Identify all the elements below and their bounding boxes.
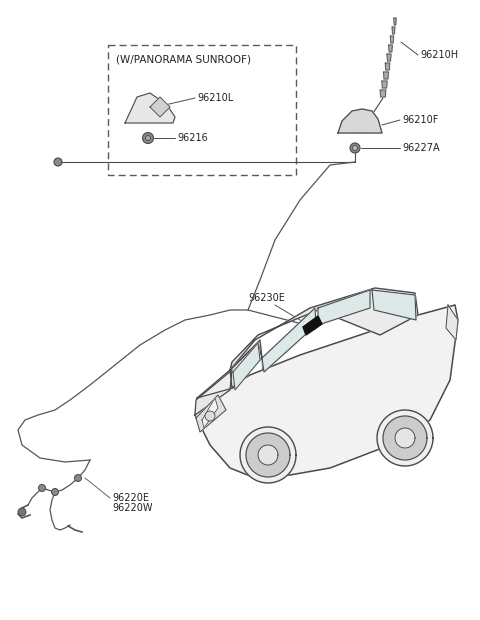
Polygon shape xyxy=(202,398,218,428)
Polygon shape xyxy=(318,290,370,325)
Polygon shape xyxy=(197,343,262,398)
Polygon shape xyxy=(196,395,226,432)
Polygon shape xyxy=(303,316,322,335)
Polygon shape xyxy=(230,288,418,370)
Text: 96220E: 96220E xyxy=(112,493,149,503)
Circle shape xyxy=(38,484,46,492)
Polygon shape xyxy=(389,45,392,52)
Polygon shape xyxy=(230,340,262,388)
Circle shape xyxy=(143,133,154,143)
Circle shape xyxy=(18,508,26,516)
Polygon shape xyxy=(240,427,296,483)
Text: (W/PANORAMA SUNROOF): (W/PANORAMA SUNROOF) xyxy=(116,54,251,64)
Polygon shape xyxy=(387,54,391,61)
Text: 96210F: 96210F xyxy=(402,115,438,125)
Polygon shape xyxy=(392,27,395,34)
Polygon shape xyxy=(372,290,416,320)
Polygon shape xyxy=(377,410,433,466)
Circle shape xyxy=(145,136,151,141)
Polygon shape xyxy=(246,433,290,477)
Circle shape xyxy=(51,489,59,495)
Polygon shape xyxy=(446,305,458,340)
Polygon shape xyxy=(233,343,260,390)
Text: 96227A: 96227A xyxy=(402,143,440,153)
Text: 96230E: 96230E xyxy=(248,293,285,303)
Circle shape xyxy=(54,158,62,166)
Polygon shape xyxy=(395,428,415,448)
Polygon shape xyxy=(262,308,316,372)
Polygon shape xyxy=(195,305,458,478)
Circle shape xyxy=(74,474,82,482)
Circle shape xyxy=(350,143,360,153)
Polygon shape xyxy=(390,36,394,43)
Circle shape xyxy=(205,411,215,421)
Text: 96220W: 96220W xyxy=(112,503,153,513)
Polygon shape xyxy=(382,81,387,88)
Polygon shape xyxy=(258,445,278,465)
Polygon shape xyxy=(125,93,175,123)
Polygon shape xyxy=(394,18,396,25)
Polygon shape xyxy=(384,72,388,79)
Text: 96210H: 96210H xyxy=(420,50,458,60)
Circle shape xyxy=(352,146,358,151)
Polygon shape xyxy=(150,97,170,117)
Text: 96210L: 96210L xyxy=(197,93,233,103)
Polygon shape xyxy=(338,109,382,133)
Polygon shape xyxy=(195,370,232,415)
Polygon shape xyxy=(380,90,386,97)
Polygon shape xyxy=(383,416,427,460)
Text: 96216: 96216 xyxy=(177,133,208,143)
Polygon shape xyxy=(385,63,390,70)
